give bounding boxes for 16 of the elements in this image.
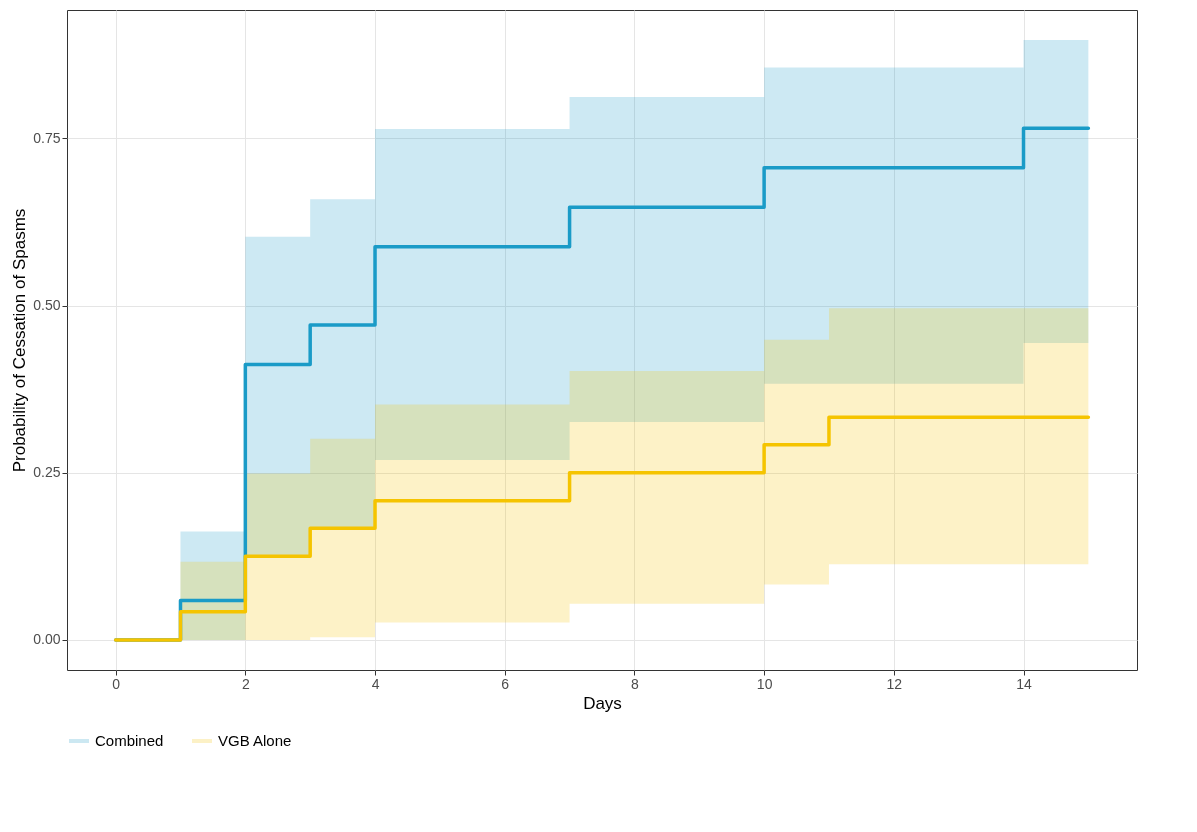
- legend-label: Combined: [95, 732, 164, 749]
- x-axis-title: Days: [583, 693, 622, 713]
- y-axis-title: Probability of Cessation of Spasms: [10, 208, 30, 473]
- x-tick-label: 10: [756, 675, 773, 692]
- x-tick-label: 4: [371, 675, 380, 692]
- legend-label: VGB Alone: [218, 732, 292, 749]
- y-tick-label: 0.25: [33, 464, 61, 481]
- y-tick-label: 0.50: [33, 297, 61, 314]
- y-tick-label: 0.75: [33, 129, 61, 146]
- x-tick-label: 12: [886, 675, 903, 692]
- x-tick-label: 6: [501, 675, 510, 692]
- x-tick-label: 8: [631, 675, 640, 692]
- x-tick-label: 2: [241, 675, 250, 692]
- x-tick-label: 0: [112, 675, 121, 692]
- y-tick-label: 0.00: [33, 631, 61, 648]
- x-tick-label: 14: [1016, 675, 1033, 692]
